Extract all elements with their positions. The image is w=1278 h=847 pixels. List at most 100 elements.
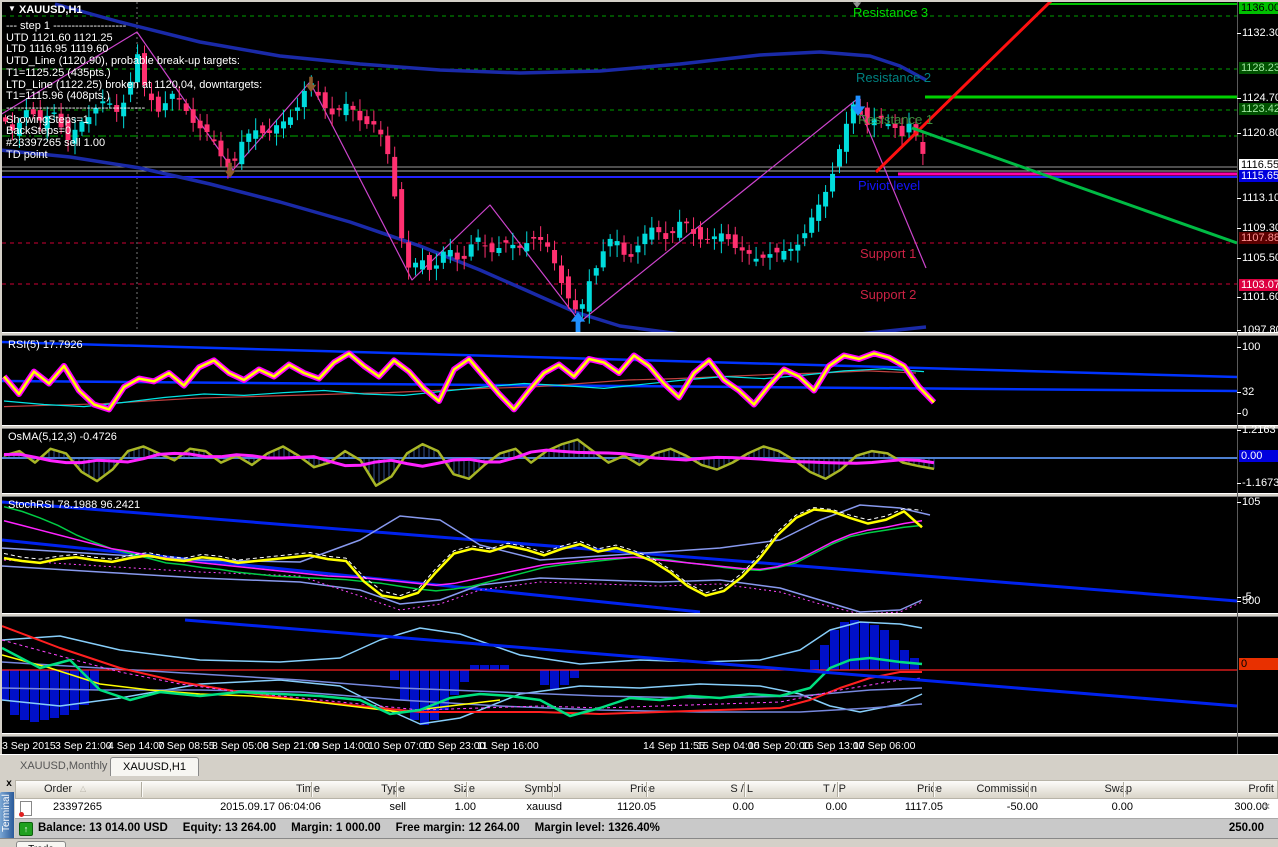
column-separator[interactable]: [396, 782, 398, 797]
time-label: 3 Sep 2015: [2, 740, 56, 752]
column-header[interactable]: Commission: [976, 783, 1037, 795]
balance-segment: Balance: 13 014.00 USD: [38, 822, 168, 834]
time-label: 8 Sep 21:00: [263, 740, 320, 752]
order-row[interactable]: 23397265 2015.09.17 06:04:06 sell 1.00 xauus…: [15, 799, 1278, 818]
price-scale-label: 1120.80: [1237, 127, 1278, 139]
column-separator[interactable]: [466, 782, 468, 797]
column-separator[interactable]: [311, 782, 313, 797]
price-scale-label: 500: [1236, 595, 1261, 607]
indicator-label: OsMA(5,12,3) -0.4726: [8, 431, 117, 443]
price-scale-label: 1116.55: [1239, 159, 1278, 171]
order-doc-icon: [19, 801, 32, 817]
column-separator[interactable]: [1123, 782, 1125, 797]
price-scale-label: 1115.65: [1239, 170, 1278, 182]
terminal-panel: x Terminal Order Time Type Size Symbol Price S…: [0, 776, 1278, 847]
time-label: 10 Sep 23:00: [423, 740, 486, 752]
tab-xauusd-monthly[interactable]: XAUUSD,Monthly: [8, 757, 121, 776]
splitter-4[interactable]: [0, 613, 1278, 617]
column-header[interactable]: Size: [453, 783, 475, 795]
info-line: --------------------------------------: [6, 101, 146, 114]
column-header[interactable]: S / L: [730, 783, 753, 795]
chart-canvas[interactable]: [0, 0, 1278, 755]
price-scale-label: 1101.60: [1237, 291, 1278, 303]
balance-segment: Equity: 13 264.00: [182, 822, 277, 834]
column-separator[interactable]: [744, 782, 746, 797]
column-separator[interactable]: [141, 782, 143, 797]
splitter-5[interactable]: [0, 733, 1278, 737]
column-separator[interactable]: [1028, 782, 1030, 797]
balance-up-icon: ↑: [19, 822, 33, 836]
price-scale-label: 0.00: [1239, 450, 1278, 462]
info-line: UTD_Line (1120.90), probable break-up ta…: [6, 55, 240, 68]
column-header[interactable]: T / P: [822, 783, 846, 795]
terminal-close-button[interactable]: x: [6, 778, 12, 789]
level-label: Support 2: [860, 287, 917, 302]
column-separator[interactable]: [933, 782, 935, 797]
indicator-label: StochRSI 78.1988 96.2421: [8, 499, 141, 511]
time-label: 15 Sep 20:00: [748, 740, 811, 752]
chart-dropdown-icon[interactable]: ▼: [8, 4, 16, 13]
time-label: 16 Sep 13:00: [802, 740, 865, 752]
time-axis[interactable]: [0, 737, 1278, 754]
balance-summary: Balance: 13 014.00 USD Equity: 13 264.00 M…: [38, 822, 675, 834]
splitter-3[interactable]: [0, 493, 1278, 497]
price-scale-label: 32: [1236, 386, 1255, 398]
splitter-2[interactable]: [0, 425, 1278, 429]
info-line: ShowingSteps=1: [6, 113, 89, 126]
column-header[interactable]: Profit: [1248, 783, 1274, 795]
tab-xauusd-h1[interactable]: XAUUSD,H1: [110, 757, 199, 778]
level-label: Resistance 3: [853, 5, 929, 20]
orders-table-header[interactable]: Order Time Type Size Symbol Price S / L T / P Pr…: [15, 780, 1278, 799]
column-separator[interactable]: [646, 782, 648, 797]
info-line: LTD 1116.95 1119.60: [6, 43, 109, 56]
time-label: 17 Sep 06:00: [853, 740, 916, 752]
window-edge-left: [0, 0, 2, 756]
level-label: Support 1: [860, 246, 917, 261]
order-cell: 300.00: [1234, 801, 1268, 813]
price-scale-label: 1097.80: [1237, 324, 1278, 336]
order-cell: 1.00: [454, 801, 476, 813]
order-cell: 0.00: [825, 801, 847, 813]
rsi-panel[interactable]: [0, 336, 1278, 425]
terminal-tab-trade[interactable]: Trade: [16, 841, 66, 847]
order-cell: 0.00: [1111, 801, 1133, 813]
order-cell: -50.00: [1006, 801, 1038, 813]
column-separator[interactable]: [552, 782, 554, 797]
column-header[interactable]: Price: [629, 783, 655, 795]
price-scale-label: 0: [1239, 658, 1278, 670]
balance-segment: Free margin: 12 264.00: [395, 822, 520, 834]
column-header[interactable]: Time: [295, 783, 320, 795]
price-scale-label: -1.1673: [1236, 477, 1278, 489]
info-line: UTD 1121.60 1121.25: [6, 31, 113, 44]
order-cell: 2015.09.17 06:04:06: [220, 801, 321, 813]
info-line: T1=1115.96 (408pts.): [6, 90, 110, 103]
chart-tab-bar: XAUUSD,Monthly XAUUSD,H1: [0, 754, 1278, 778]
time-label: 15 Sep 04:00: [697, 740, 760, 752]
order-cell: 0.00: [732, 801, 754, 813]
price-scale-label: 1107.88: [1239, 232, 1278, 244]
terminal-side-tab[interactable]: Terminal: [0, 792, 14, 847]
price-scale-label: 1124.70: [1237, 92, 1278, 104]
column-header[interactable]: Swap: [1104, 783, 1132, 795]
price-scale-label: 1109.30: [1237, 222, 1278, 234]
price-scale-divider[interactable]: [1237, 2, 1238, 755]
close-order-icon[interactable]: ×: [1263, 801, 1270, 813]
price-scale-label: 1123.42: [1239, 103, 1278, 115]
order-cell: xauusd: [526, 801, 562, 813]
column-separator[interactable]: [837, 782, 839, 797]
splitter-1[interactable]: [0, 332, 1278, 336]
column-header[interactable]: Type: [381, 783, 405, 795]
time-label: 9 Sep 14:00: [313, 740, 370, 752]
column-header[interactable]: Price: [916, 783, 942, 795]
price-scale-label: 1113.10: [1236, 192, 1278, 204]
time-label: 7 Sep 08:55: [158, 740, 215, 752]
info-line: BackSteps=0: [6, 125, 72, 138]
column-header[interactable]: Order: [44, 783, 73, 795]
column-header[interactable]: Symbol: [524, 783, 561, 795]
sort-arrow-icon[interactable]: △: [80, 784, 87, 793]
balance-total-profit: 250.00: [1228, 822, 1264, 834]
info-line: LTD_Line (1122.25) broken at 1120.04, do…: [6, 78, 263, 91]
info-line: TD point: [6, 148, 48, 161]
order-cell: 23397265: [53, 801, 102, 813]
